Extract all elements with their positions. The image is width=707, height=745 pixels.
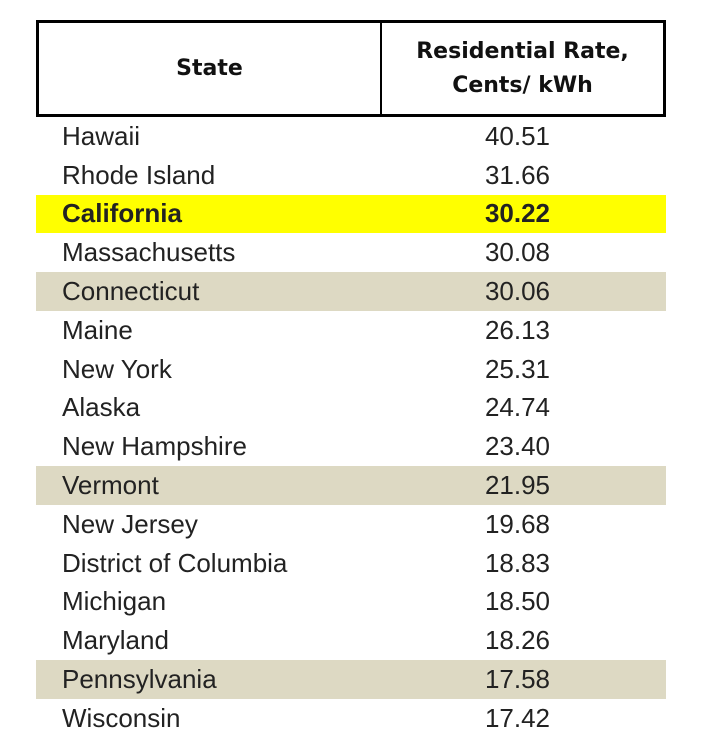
rate-value: 30.06 [484, 276, 551, 307]
table-row: Hawaii 40.51 [36, 117, 666, 156]
table-header: State Residential Rate, Cents/ kWh [36, 20, 666, 117]
state-name: Vermont [62, 470, 159, 501]
rate-value: 17.42 [484, 702, 551, 733]
table-row: New Jersey 19.68 [36, 505, 666, 544]
rate-value: 40.51 [484, 120, 551, 151]
state-name: Maryland [62, 625, 169, 656]
state-name: Hawaii [62, 120, 141, 151]
state-name: Massachusetts [62, 237, 236, 268]
state-name: Rhode Island [62, 159, 216, 190]
table-row: Alaska 24.74 [36, 389, 666, 428]
state-name: New York [62, 353, 172, 384]
rate-value: 18.83 [484, 547, 551, 578]
table-row: District of Columbia 18.83 [36, 544, 666, 583]
table-row: Maryland 18.26 [36, 621, 666, 660]
rates-table: State Residential Rate, Cents/ kWh Hawai… [36, 20, 666, 738]
table-row: New York 25.31 [36, 350, 666, 389]
rate-value: 23.40 [484, 431, 551, 462]
table-row: Massachusetts 30.08 [36, 233, 666, 272]
table-row: Vermont 21.95 [36, 466, 666, 505]
rate-value: 30.22 [484, 198, 551, 229]
table-row: California 30.22 [36, 194, 666, 234]
state-name: Michigan [62, 586, 167, 617]
table-row: Maine 26.13 [36, 311, 666, 350]
rate-value: 26.13 [484, 314, 551, 345]
rate-value: 24.74 [484, 392, 551, 423]
rate-value: 30.08 [484, 237, 551, 268]
table-row: New Hampshire 23.40 [36, 427, 666, 466]
header-rate: Residential Rate, Cents/ kWh [416, 38, 629, 98]
rate-value: 19.68 [484, 508, 551, 539]
state-name: Maine [62, 314, 133, 345]
state-name: Connecticut [62, 276, 200, 307]
rate-value: 18.50 [484, 586, 551, 617]
table-row: Wisconsin 17.42 [36, 699, 666, 738]
rate-value: 25.31 [484, 353, 551, 384]
state-name: New Jersey [62, 508, 198, 539]
rate-value: 18.26 [484, 625, 551, 656]
state-name: California [62, 198, 182, 229]
table-row: Connecticut 30.06 [36, 272, 666, 311]
table-body: Hawaii 40.51 Rhode Island 31.66 California 30… [36, 117, 666, 738]
state-name: Alaska [62, 392, 141, 423]
state-name: District of Columbia [62, 547, 288, 578]
rate-value: 17.58 [484, 664, 551, 695]
table-row: Rhode Island 31.66 [36, 156, 666, 195]
state-name: Wisconsin [62, 702, 181, 733]
state-name: Pennsylvania [62, 664, 217, 695]
table-row: Pennsylvania 17.58 [36, 660, 666, 699]
rate-value: 31.66 [484, 159, 551, 190]
state-name: New Hampshire [62, 431, 247, 462]
header-state: State [39, 23, 382, 114]
table-row: Michigan 18.50 [36, 583, 666, 622]
rate-value: 21.95 [484, 470, 551, 501]
